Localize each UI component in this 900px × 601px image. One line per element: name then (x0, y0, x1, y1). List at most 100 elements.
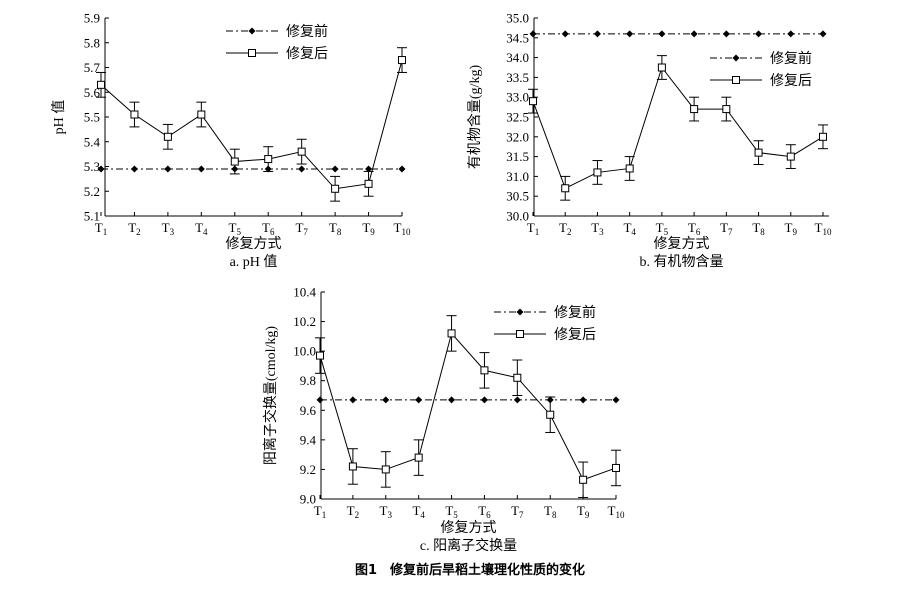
data-point (579, 396, 587, 404)
y-tick-label: 10.2 (293, 314, 316, 329)
data-point (382, 396, 390, 404)
data-point (365, 165, 373, 173)
y-tick-label: 10.4 (293, 285, 316, 300)
data-point (415, 396, 423, 404)
series-1 (529, 30, 827, 38)
data-point (612, 463, 620, 472)
y-tick-label: 5.9 (84, 11, 100, 26)
y-axis-title: pH 值 (51, 100, 67, 135)
y-tick-label: 10.0 (293, 344, 316, 359)
data-point (786, 152, 795, 161)
x-tick-label: T10 (815, 220, 832, 237)
legend-entry: 修复后 (710, 72, 812, 89)
data-point (561, 184, 570, 193)
y-tick-label: 30.5 (506, 189, 529, 204)
y-tick-label: 5.5 (84, 110, 100, 125)
legend-entry: 修复前 (710, 50, 812, 67)
x-tick-label: T10 (608, 503, 625, 520)
chart-panel-2: 30.0 30.5 31.0 31.5 32.0 32.5 33.0 33.5 34.0 34.5… (467, 11, 832, 271)
x-tick-label: T8 (544, 503, 557, 520)
figure-caption: 图1 修复前后旱稻土壤理化性质的变化 (355, 562, 585, 578)
x-tick-label: T10 (394, 220, 411, 237)
legend-marker (516, 308, 524, 316)
x-tick-label: T4 (412, 503, 425, 520)
data-point (298, 165, 306, 173)
x-tick-label: T8 (329, 220, 342, 237)
x-tick-label: T5 (445, 503, 458, 520)
chart-panel-3: 9.0 9.2 9.4 9.6 9.8 10.0 10.2 10.4 T1 T2 T3 T4 T5 T6 T… (262, 285, 625, 555)
y-tick-label: 32.0 (506, 129, 529, 144)
y-tick-label: 5.3 (84, 159, 100, 174)
y-tick-label: 33.0 (506, 90, 529, 105)
data-point (197, 110, 206, 119)
y-tick-label: 31.0 (506, 169, 529, 184)
x-tick-label: T1 (527, 220, 539, 237)
x-tick-label: T6 (262, 220, 275, 237)
data-point (612, 396, 620, 404)
x-tick-label: T3 (380, 503, 393, 520)
legend-entry: 修复后 (226, 45, 328, 62)
data-point (364, 179, 373, 188)
data-point (97, 80, 105, 89)
data-point (163, 132, 172, 141)
series-2 (96, 47, 407, 202)
data-point (722, 30, 730, 38)
data-point (398, 56, 406, 65)
legend-marker (248, 49, 256, 57)
series-1 (316, 396, 620, 404)
x-tick-label: T1 (95, 220, 107, 237)
data-point (448, 396, 456, 404)
chart-panel-1: 5.1 5.2 5.3 5.4 5.5 5.6 5.7 5.8 5.9 T1 T2 T3 T4 T5 T6 T… (51, 11, 411, 271)
data-point (197, 165, 205, 173)
y-tick-label: 5.7 (84, 60, 101, 75)
data-point (447, 329, 456, 338)
y-tick-label: 9.2 (300, 462, 316, 477)
legend-label: 修复后 (554, 326, 596, 343)
data-point (579, 475, 588, 484)
x-tick-label: T4 (195, 220, 208, 237)
data-point (349, 396, 357, 404)
y-tick-label: 5.2 (84, 184, 100, 199)
x-tick-label: T7 (295, 220, 308, 237)
legend-marker (732, 76, 740, 84)
series-line (319, 332, 617, 481)
y-tick-label: 33.5 (506, 70, 529, 85)
x-axis-title: 修复方式 (654, 235, 710, 252)
series-line (532, 66, 824, 189)
panel-caption: c. 阳离子交换量 (420, 537, 517, 554)
data-point (348, 462, 357, 471)
data-point (97, 165, 105, 173)
data-point (690, 30, 698, 38)
data-point (657, 63, 666, 72)
panel-caption: b. 有机物含量 (640, 254, 724, 270)
data-point (398, 165, 406, 173)
data-point (130, 110, 139, 119)
data-point (297, 147, 306, 156)
data-point (529, 97, 537, 106)
data-point (787, 30, 795, 38)
x-tick-label: T3 (162, 220, 175, 237)
y-tick-label: 35.0 (506, 11, 529, 26)
y-tick-label: 9.6 (300, 403, 317, 418)
data-point (626, 30, 634, 38)
x-tick-label: T9 (785, 220, 798, 237)
data-point (480, 366, 489, 375)
x-tick-label: T7 (720, 220, 733, 237)
x-tick-label: T6 (688, 220, 701, 237)
y-tick-label: 5.1 (84, 209, 100, 224)
legend-label: 修复前 (770, 50, 812, 67)
legend-entry: 修复后 (494, 326, 596, 343)
data-point (414, 453, 423, 462)
data-point (316, 396, 324, 404)
series-2 (315, 315, 621, 499)
data-point (164, 165, 172, 173)
data-point (513, 396, 521, 404)
legend-label: 修复前 (554, 304, 596, 321)
data-point (331, 165, 339, 173)
x-tick-label: T8 (752, 220, 765, 237)
y-tick-label: 32.5 (506, 110, 529, 125)
y-tick-label: 9.0 (300, 492, 316, 507)
x-tick-label: T5 (229, 220, 242, 237)
data-point (381, 465, 390, 474)
